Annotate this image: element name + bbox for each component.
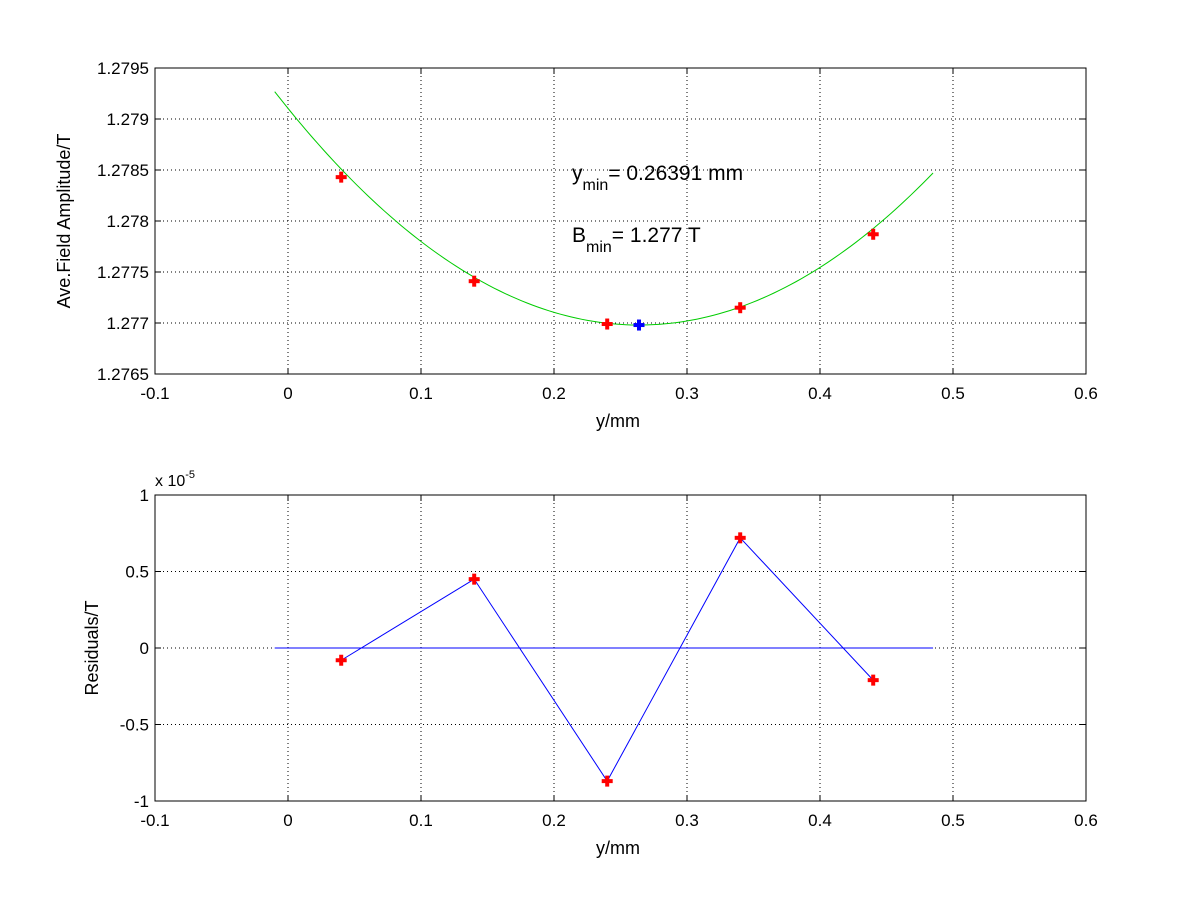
fit-chart: -0.1 0 0.1 0.2 0.3 0.4 0.5 0.6 1.2765 1.277 1.2775…: [54, 59, 1098, 431]
residuals-chart-y-tick-label: 0: [140, 639, 149, 658]
residuals-chart-x-tick-label: 0.1: [409, 811, 433, 830]
fit-chart-y-tick-label: 1.277: [106, 314, 149, 333]
fit-chart-y-tick-label: 1.278: [106, 212, 149, 231]
bmin-annotation-value: = 1.277 T: [612, 224, 701, 247]
fit-chart-point: [633, 319, 645, 331]
residuals-chart-series: [274, 532, 934, 787]
residuals-chart-y-tick-label: 1: [140, 486, 149, 505]
fit-chart-point: [601, 318, 613, 330]
residuals-chart-scale-exponent: -5: [185, 469, 195, 481]
ymin-annotation-subscript: min: [583, 177, 609, 194]
fit-chart-x-tick-label: 0.5: [941, 384, 965, 403]
fit-chart-x-tick-label: 0.1: [409, 384, 433, 403]
fit-chart-x-tick-label: -0.1: [140, 384, 169, 403]
residuals-chart-scale-base: x 10: [155, 473, 185, 490]
residuals-chart-x-tick-label: 0.5: [941, 811, 965, 830]
fit-chart-y-tick-label: 1.2765: [97, 365, 149, 384]
fit-chart-y-tick-label: 1.2775: [97, 263, 149, 282]
fit-chart-x-tick-label: 0.4: [808, 384, 832, 403]
residuals-chart-y-axis-label: Residuals/T: [82, 600, 102, 695]
fit-chart-x-tick-label: 0.2: [542, 384, 566, 403]
residuals-chart-x-tick-label: 0.3: [675, 811, 699, 830]
residuals-chart-y-tick-label: -0.5: [120, 716, 149, 735]
residuals-chart-x-tick-label: 0.2: [542, 811, 566, 830]
ymin-annotation: ymin= 0.26391 mm: [572, 162, 743, 194]
fit-chart-x-tick-label: 0.3: [675, 384, 699, 403]
residuals-chart-scale-label: x 10-5: [155, 469, 195, 490]
fit-chart-ticks: -0.1 0 0.1 0.2 0.3 0.4 0.5 0.6 1.2765 1.277 1.2775…: [97, 59, 1098, 403]
ymin-annotation-symbol: y: [572, 162, 583, 185]
residuals-chart-x-tick-label: 0.6: [1074, 811, 1098, 830]
fit-chart-point: [734, 302, 746, 314]
residuals-chart-point: [335, 654, 347, 666]
bmin-annotation: Bmin= 1.277 T: [572, 224, 701, 256]
residuals-chart-y-tick-label: 0.5: [125, 563, 149, 582]
fit-chart-x-axis-label: y/mm: [596, 411, 640, 431]
residuals-chart-ticks: -0.1 0 0.1 0.2 0.3 0.4 0.5 0.6 -1 -0.5 0 0.5 1: [120, 486, 1098, 830]
ymin-annotation-value: = 0.26391 mm: [608, 162, 743, 185]
fit-chart-point: [335, 171, 347, 183]
residuals-chart-y-tick-label: -1: [134, 792, 149, 811]
fit-chart-y-tick-label: 1.2785: [97, 161, 149, 180]
fit-chart-x-tick-label: 0.6: [1074, 384, 1098, 403]
residuals-chart-point: [867, 674, 879, 686]
fit-chart-grid: [155, 68, 1086, 374]
fit-chart-y-tick-label: 1.2795: [97, 59, 149, 78]
bmin-annotation-symbol: B: [572, 224, 586, 247]
fit-chart-point: [867, 228, 879, 240]
residuals-chart-x-tick-label: -0.1: [140, 811, 169, 830]
fit-chart-y-tick-label: 1.279: [106, 110, 149, 129]
bmin-annotation-subscript: min: [586, 239, 612, 256]
fit-chart-series: [274, 91, 934, 331]
fit-chart-point: [468, 275, 480, 287]
residuals-chart-point: [601, 775, 613, 787]
residuals-chart-point: [734, 532, 746, 544]
residuals-chart-x-tick-label: 0.4: [808, 811, 832, 830]
fit-chart-x-tick-label: 0: [283, 384, 292, 403]
residuals-chart: -0.1 0 0.1 0.2 0.3 0.4 0.5 0.6-1-0.500.51 y/mm …: [82, 469, 1098, 858]
fit-chart-y-axis-label: Ave.Field Amplitude/T: [54, 134, 74, 309]
residuals-chart-point: [468, 573, 480, 585]
residuals-chart-x-tick-label: 0: [283, 811, 292, 830]
residuals-chart-x-axis-label: y/mm: [596, 838, 640, 858]
